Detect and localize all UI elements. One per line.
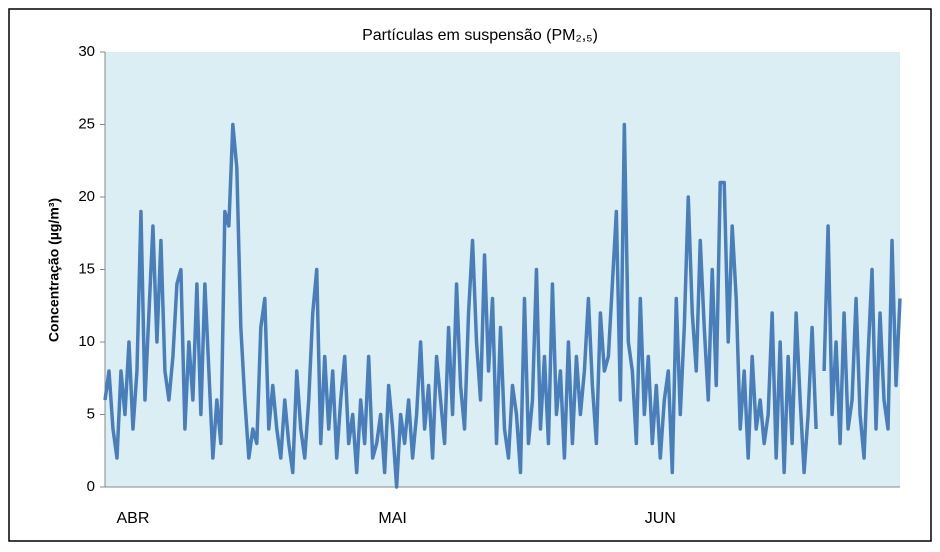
y-tick-label: 30: [78, 43, 95, 60]
y-tick-label: 25: [78, 115, 95, 132]
x-tick-label: JUN: [645, 510, 676, 527]
y-tick-label: 0: [87, 478, 95, 495]
y-tick-label: 20: [78, 188, 95, 205]
chart-title: Partículas em suspensão (PM₂,₅): [362, 27, 598, 44]
data-line: [103, 122, 902, 489]
x-tick-label: MAI: [378, 510, 406, 527]
y-tick-label: 10: [78, 333, 95, 350]
x-tick-label: ABR: [117, 510, 150, 527]
y-tick-label: 5: [87, 405, 95, 422]
y-tick-label: 15: [78, 260, 95, 277]
y-axis-title: Concentração (µg/m³): [46, 198, 62, 342]
